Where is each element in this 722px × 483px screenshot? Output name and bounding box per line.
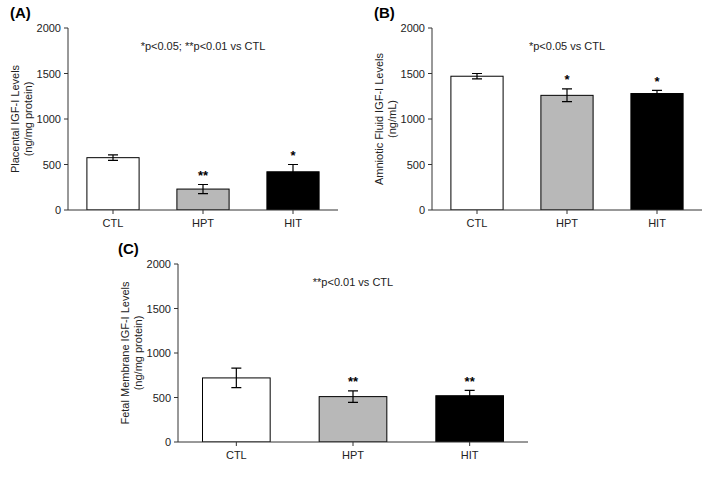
x-tick bbox=[236, 442, 237, 446]
y-tick-label: 500 bbox=[407, 159, 425, 171]
bar bbox=[541, 95, 593, 210]
y-tick-label: 500 bbox=[153, 392, 171, 404]
y-axis-label: Amniotic Fluid IGF-I Levels(ng/mL) bbox=[373, 52, 398, 185]
y-tick bbox=[428, 28, 432, 29]
x-tick-label: CTL bbox=[467, 217, 488, 229]
significance-label: ** bbox=[198, 168, 209, 183]
y-tick bbox=[64, 119, 68, 120]
annotation: *p<0.05; **p<0.01 vs CTL bbox=[141, 40, 266, 52]
error-bar bbox=[472, 74, 482, 79]
y-axis bbox=[432, 28, 433, 210]
bar bbox=[87, 158, 139, 210]
error-bar bbox=[465, 390, 475, 401]
x-tick bbox=[477, 210, 478, 214]
panel-label: (C) bbox=[118, 240, 139, 257]
x-tick bbox=[203, 210, 204, 214]
y-tick bbox=[174, 264, 178, 265]
bar bbox=[451, 76, 503, 210]
y-tick-label: 2000 bbox=[37, 22, 61, 34]
panel: 0 500 1000 1500 2000 ** ** CTL HPT HIT Fetal Membr… bbox=[118, 240, 528, 461]
y-tick-label: 0 bbox=[55, 204, 61, 216]
y-tick bbox=[428, 210, 432, 211]
y-tick-label: 1500 bbox=[401, 68, 425, 80]
y-tick-label: 2000 bbox=[401, 22, 425, 34]
x-tick bbox=[469, 442, 470, 446]
y-tick-label: 500 bbox=[43, 159, 61, 171]
y-axis-label: Placental IGF-I Levels(ng/mg protein) bbox=[9, 64, 34, 173]
x-tick bbox=[657, 210, 658, 214]
y-tick bbox=[64, 73, 68, 74]
y-tick-label: 1000 bbox=[401, 113, 425, 125]
y-tick bbox=[428, 164, 432, 165]
error-bar bbox=[348, 391, 358, 403]
figure: 0500100015002000***CTLHPTHITPlacental IG… bbox=[0, 0, 722, 483]
x-tick bbox=[567, 210, 568, 214]
y-tick-label: 1500 bbox=[147, 303, 171, 315]
y-tick-label: 0 bbox=[165, 436, 171, 448]
significance-label: * bbox=[290, 148, 296, 163]
significance-label: ** bbox=[348, 374, 359, 389]
y-tick bbox=[174, 353, 178, 354]
x-tick-label: CTL bbox=[103, 217, 124, 229]
panel-label: (A) bbox=[10, 4, 31, 21]
bar bbox=[319, 397, 387, 442]
y-tick bbox=[174, 442, 178, 443]
y-tick bbox=[64, 210, 68, 211]
y-axis bbox=[178, 264, 179, 442]
y-tick bbox=[428, 119, 432, 120]
x-tick bbox=[353, 442, 354, 446]
x-tick bbox=[293, 210, 294, 214]
y-tick-label: 1000 bbox=[37, 113, 61, 125]
x-tick-label: HIT bbox=[648, 217, 666, 229]
significance-label: ** bbox=[465, 374, 476, 389]
bars bbox=[87, 155, 319, 210]
x-tick-label: HPT bbox=[556, 217, 578, 229]
error-bar bbox=[562, 89, 572, 102]
y-tick bbox=[64, 164, 68, 165]
x-tick-label: HIT bbox=[461, 449, 479, 461]
y-tick-label: 1500 bbox=[37, 68, 61, 80]
x-tick-label: HIT bbox=[284, 217, 302, 229]
y-tick-label: 1000 bbox=[147, 347, 171, 359]
error-bar bbox=[288, 165, 298, 180]
y-tick-label: 2000 bbox=[147, 258, 171, 270]
error-bar bbox=[652, 90, 662, 96]
x-tick-label: CTL bbox=[226, 449, 247, 461]
significance-label: * bbox=[564, 72, 570, 87]
y-tick bbox=[174, 397, 178, 398]
panel: 0500100015002000***CTLHPTHITPlacental IG… bbox=[9, 4, 338, 229]
panel-label: (B) bbox=[374, 4, 395, 21]
annotation: *p<0.05 vs CTL bbox=[529, 40, 605, 52]
bars bbox=[203, 368, 504, 442]
y-tick bbox=[64, 28, 68, 29]
y-axis bbox=[68, 28, 69, 210]
bar bbox=[631, 94, 683, 210]
error-bar bbox=[198, 185, 208, 194]
y-tick-label: 0 bbox=[419, 204, 425, 216]
annotation: **p<0.01 vs CTL bbox=[313, 276, 393, 288]
x-tick bbox=[113, 210, 114, 214]
x-tick-label: HPT bbox=[342, 449, 364, 461]
significance-label: * bbox=[654, 74, 660, 89]
y-tick bbox=[428, 73, 432, 74]
error-bar bbox=[231, 368, 241, 388]
y-axis-label: Fetal Membrane IGF-I Levels(ng/mg protei… bbox=[119, 281, 144, 425]
error-bar bbox=[108, 155, 118, 160]
bar bbox=[436, 396, 504, 442]
x-tick-label: HPT bbox=[192, 217, 214, 229]
panel: 0 500 1000 1500 2000 * * CTL HPT HIT Amniotic Flui… bbox=[373, 4, 702, 229]
y-tick bbox=[174, 308, 178, 309]
bars bbox=[451, 74, 683, 211]
